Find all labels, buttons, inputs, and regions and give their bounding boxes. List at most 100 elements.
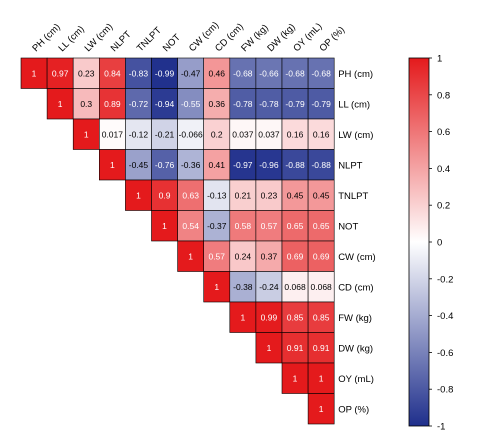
cell-value-label: -0.21 [155,129,175,139]
heatmap-cell [307,88,335,120]
cell-value-label: 1 [58,99,63,109]
heatmap-cell [255,240,283,272]
heatmap-cell [255,149,283,181]
cell-value-label: 0.068 [284,282,306,292]
cell-value-label: 0.65 [287,221,304,231]
cell-value-label: 1 [32,68,37,78]
heatmap-cell [229,210,257,242]
heatmap-cell [255,332,283,364]
cell-value-label: -0.47 [181,68,201,78]
heatmap-cell [255,301,283,333]
colorbar-tick-label: 0.2 [437,201,450,212]
heatmap-cell [151,88,178,120]
colorbar-tick-label: -1 [437,422,445,433]
cell-value-label: 1 [319,404,324,414]
colorbar-tick-label: 0.6 [437,127,450,138]
cell-value-label: -0.38 [233,282,253,292]
heatmap-cell [203,240,231,272]
cell-value-label: 1 [162,221,167,231]
cell-value-label: 0.068 [311,282,333,292]
heatmap-cell [151,149,178,181]
cell-value-label: 1 [319,373,324,383]
cell-value-label: 0.46 [208,68,225,78]
row-label: LL (cm) [338,99,370,110]
heatmap-cell [281,210,309,242]
colorbar-tick-label: 1 [437,54,442,65]
cell-value-label: 0.58 [235,221,252,231]
cell-value-label: 1 [188,251,193,261]
cell-value-label: -0.79 [311,99,331,109]
row-label: FW (kg) [338,313,372,324]
cell-value-label: 0.21 [235,190,252,200]
heatmap-cell [177,149,205,181]
row-label: CW (cm) [338,252,375,263]
heatmap-cell [151,210,178,242]
cell-value-label: 0.2 [211,129,223,139]
cell-value-label: -0.88 [311,160,331,170]
heatmap-cell [255,271,283,303]
row-label: OP (%) [338,404,369,415]
heatmap-cell [255,118,283,150]
heatmap-cell [307,301,335,333]
heatmap-cell [255,179,283,211]
heatmap-cell [203,271,231,303]
cell-value-label: 0.91 [287,343,304,353]
heatmap-cell [307,179,335,211]
cell-value-label: 1 [110,160,115,170]
cell-value-label: -0.24 [259,282,279,292]
heatmap-cell [281,332,309,364]
column-label: DW (kg) [265,22,297,54]
cell-value-label: -0.99 [155,68,175,78]
heatmap-cell [72,88,100,120]
heatmap-cell [229,88,257,120]
heatmap-cell [177,179,205,211]
cell-value-label: -0.68 [311,68,331,78]
cell-value-label: -0.97 [233,160,253,170]
cell-value-label: 0.16 [287,129,304,139]
row-label: NLPT [338,160,362,171]
cell-value-label: -0.94 [155,99,175,109]
heatmap-cell [203,88,231,120]
cell-value-label: 0.23 [78,68,95,78]
heatmap-cell [203,57,231,89]
heatmap-cell [151,118,178,150]
cell-value-label: 1 [84,129,89,139]
cell-value-label: 0.9 [159,190,171,200]
row-label: NOT [338,221,358,232]
heatmap-cell [281,271,309,303]
heatmap-cell [307,149,335,181]
cell-value-label: 0.37 [261,251,278,261]
cell-value-label: -0.13 [207,190,227,200]
heatmap-cell [307,118,335,150]
cell-value-label: -0.88 [285,160,305,170]
cell-value-label: -0.36 [181,160,201,170]
heatmap-cell [307,271,335,303]
heatmap-cell [255,88,283,120]
cell-value-label: 0.16 [313,129,330,139]
cell-value-label: -0.96 [259,160,279,170]
cell-value-label: -0.66 [259,68,279,78]
cell-value-label: -0.76 [155,160,175,170]
cell-value-label: 0.69 [287,251,304,261]
cell-value-label: -0.79 [285,99,305,109]
heatmap-cell [255,210,283,242]
cell-value-label: 1 [267,343,272,353]
cell-value-label: 0.57 [261,221,278,231]
cell-value-label: -0.45 [129,160,149,170]
heatmap-cell [229,179,257,211]
heatmap-cell [151,57,178,89]
heatmap-cell [46,57,74,89]
cell-value-label: 0.91 [313,343,330,353]
row-label: OY (mL) [338,374,374,385]
heatmap-cell [229,149,257,181]
cell-value-label: 0.84 [104,68,121,78]
heatmap-cell [307,57,335,89]
column-label: PH (cm) [30,22,62,54]
colorbar-gradient [408,57,430,427]
cell-value-label: 0.99 [261,312,278,322]
heatmap-cell [281,179,309,211]
heatmap-cell [99,149,126,181]
row-label: DW (kg) [338,343,373,354]
